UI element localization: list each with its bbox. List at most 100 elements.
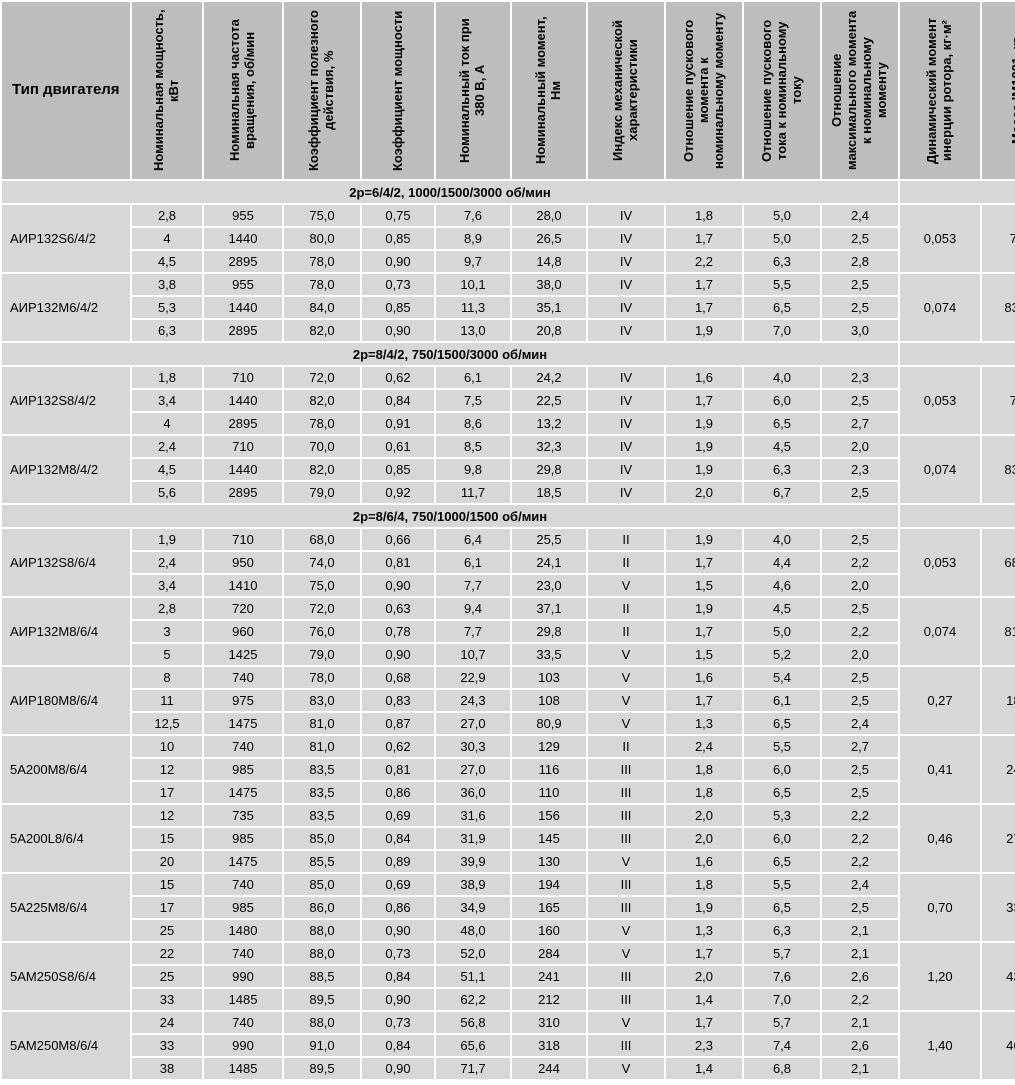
value-cell: 284 (512, 943, 586, 964)
value-cell: 7,4 (744, 1035, 820, 1056)
value-cell: 0,69 (362, 805, 434, 826)
value-cell: 5,7 (744, 943, 820, 964)
table-row: 6,3289582,00,9013,020,8IV1,97,03,0 (2, 320, 1015, 341)
value-cell: 955 (204, 205, 282, 226)
value-cell: III (588, 759, 664, 780)
value-cell: 52,0 (436, 943, 510, 964)
value-cell: 33 (132, 1035, 202, 1056)
value-cell: 2,4 (132, 436, 202, 457)
value-cell: 212 (512, 989, 586, 1010)
value-cell: II (588, 621, 664, 642)
value-cell: 2,2 (822, 851, 898, 872)
value-cell: 244 (512, 1058, 586, 1079)
value-cell: 17 (132, 782, 202, 803)
inertia-cell: 0,053 (900, 367, 980, 434)
value-cell: IV (588, 228, 664, 249)
section-title-tail (900, 505, 1015, 527)
value-cell: 27,0 (436, 713, 510, 734)
value-cell: 4,5 (132, 459, 202, 480)
table-row: 3,4144082,00,847,522,5IV1,76,02,5 (2, 390, 1015, 411)
value-cell: 1485 (204, 989, 282, 1010)
mass-cell: 70 (982, 205, 1015, 272)
inertia-cell: 0,41 (900, 736, 980, 803)
value-cell: 23,0 (512, 575, 586, 596)
value-cell: II (588, 736, 664, 757)
inertia-cell: 0,074 (900, 274, 980, 341)
value-cell: 29,8 (512, 621, 586, 642)
value-cell: 5 (132, 644, 202, 665)
motor-type-cell: 5А200M8/6/4 (2, 736, 130, 803)
table-header: Тип двигателя Номинальная мощность, кВт … (2, 2, 1015, 179)
value-cell: 25,5 (512, 529, 586, 550)
value-cell: 6,1 (744, 690, 820, 711)
value-cell: 5,4 (744, 667, 820, 688)
value-cell: III (588, 966, 664, 987)
value-cell: IV (588, 205, 664, 226)
value-cell: 0,75 (362, 205, 434, 226)
value-cell: 7,6 (744, 966, 820, 987)
value-cell: 6,5 (744, 713, 820, 734)
value-cell: 0,87 (362, 713, 434, 734)
mass-cell: 270 (982, 805, 1015, 872)
value-cell: 7,0 (744, 989, 820, 1010)
value-cell: 6,3 (744, 920, 820, 941)
value-cell: 86,0 (284, 897, 360, 918)
value-cell: 2,5 (822, 598, 898, 619)
section-title: 2р=8/4/2, 750/1500/3000 об/мин (2, 343, 898, 365)
value-cell: 1,9 (666, 320, 742, 341)
value-cell: 740 (204, 736, 282, 757)
value-cell: 13,2 (512, 413, 586, 434)
value-cell: 4,5 (744, 436, 820, 457)
col-header-mech-index: Индекс механической характеристики (588, 2, 664, 179)
value-cell: 2,1 (822, 920, 898, 941)
value-cell: 2,5 (822, 228, 898, 249)
value-cell: 2,8 (132, 205, 202, 226)
value-cell: 15 (132, 828, 202, 849)
value-cell: 9,8 (436, 459, 510, 480)
value-cell: 22 (132, 943, 202, 964)
value-cell: 1475 (204, 782, 282, 803)
value-cell: III (588, 874, 664, 895)
value-cell: 20 (132, 851, 202, 872)
value-cell: 720 (204, 598, 282, 619)
value-cell: 0,69 (362, 874, 434, 895)
col-header-inertia: Динамический момент инерции ротора, кг·м… (900, 2, 980, 179)
value-cell: 38 (132, 1058, 202, 1079)
motor-type-cell: АИР132S6/4/2 (2, 205, 130, 272)
value-cell: 78,0 (284, 251, 360, 272)
value-cell: 145 (512, 828, 586, 849)
value-cell: 28,0 (512, 205, 586, 226)
value-cell: 2,4 (822, 874, 898, 895)
value-cell: 2,8 (132, 598, 202, 619)
value-cell: 735 (204, 805, 282, 826)
value-cell: 2,3 (822, 459, 898, 480)
value-cell: 1,5 (666, 575, 742, 596)
table-row: 25148088,00,9048,0160V1,36,32,1 (2, 920, 1015, 941)
value-cell: 2,6 (822, 966, 898, 987)
value-cell: 0,90 (362, 644, 434, 665)
value-cell: 2,3 (822, 367, 898, 388)
value-cell: 241 (512, 966, 586, 987)
value-cell: 0,90 (362, 575, 434, 596)
mass-cell: 83,5 (982, 274, 1015, 341)
table-row: 4,5289578,00,909,714,8IV2,26,32,8 (2, 251, 1015, 272)
value-cell: 17 (132, 897, 202, 918)
table-row: АИР180M8/6/4874078,00,6822,9103V1,65,42,… (2, 667, 1015, 688)
col-header-start-torque-ratio: Отношение пускового момента к номинально… (666, 2, 742, 179)
value-cell: 1440 (204, 228, 282, 249)
inertia-cell: 0,074 (900, 436, 980, 503)
value-cell: IV (588, 390, 664, 411)
table-row: 33148589,50,9062,2212III1,47,02,2 (2, 989, 1015, 1010)
value-cell: 2,0 (822, 644, 898, 665)
value-cell: 74,0 (284, 552, 360, 573)
value-cell: 1440 (204, 459, 282, 480)
motor-type-cell: АИР132S8/6/4 (2, 529, 130, 596)
value-cell: IV (588, 436, 664, 457)
value-cell: 740 (204, 943, 282, 964)
value-cell: 1,8 (132, 367, 202, 388)
value-cell: 985 (204, 897, 282, 918)
table-row: АИР132S8/6/41,971068,00,666,425,5II1,94,… (2, 529, 1015, 550)
value-cell: 80,9 (512, 713, 586, 734)
table-row: 5,3144084,00,8511,335,1IV1,76,52,5 (2, 297, 1015, 318)
value-cell: 0,90 (362, 320, 434, 341)
